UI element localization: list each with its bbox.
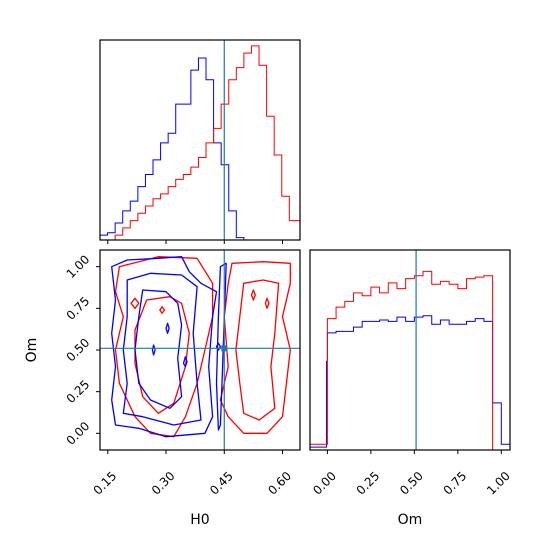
joint-x-tick-label: 0.15 <box>91 469 120 498</box>
joint-x-tick-label: 0.30 <box>149 469 178 498</box>
joint-contour-series-b <box>159 306 166 314</box>
om-hist-frame <box>309 249 511 451</box>
om-x-tick-label: 0.00 <box>310 469 339 498</box>
om-x-tick-label: 0.25 <box>354 469 383 498</box>
h0-histogram-panel <box>99 39 301 244</box>
joint-contour-series-b <box>235 279 280 421</box>
joint-contour-panel: 0.15 0.30 0.45 0.60 0.00 0.25 0.50 0.75 1.00 <box>64 249 301 498</box>
om-hist-series-a <box>309 315 511 450</box>
h0-hist-series-a <box>99 57 300 241</box>
om-x-tick-label: 1.00 <box>484 469 513 498</box>
joint-truth-marker <box>221 345 228 352</box>
y-axis-label-om: Om <box>24 338 40 363</box>
joint-contour-group <box>111 256 291 438</box>
joint-contour-series-b <box>219 261 291 434</box>
om-histogram-panel: 0.00 0.25 0.50 0.75 1.00 <box>309 249 513 498</box>
joint-y-tick-label: 1.00 <box>64 252 93 281</box>
x-axis-label-om: Om <box>398 512 423 528</box>
om-hist-series-b <box>309 270 510 451</box>
joint-contour-series-b <box>114 256 214 438</box>
joint-y-tick-label: 0.75 <box>64 294 93 323</box>
joint-y-tick-label: 0.00 <box>64 419 93 448</box>
h0-hist-series-b <box>100 45 301 241</box>
joint-contour-series-b <box>264 297 270 309</box>
joint-y-tick-label: 0.25 <box>64 377 93 406</box>
joint-contour-series-b <box>250 289 256 301</box>
joint-x-tick-label: 0.45 <box>207 469 236 498</box>
om-x-tick-label: 0.75 <box>441 469 470 498</box>
joint-contour-series-a <box>151 344 156 356</box>
joint-contour-series-a <box>111 256 218 438</box>
om-x-tick-label: 0.50 <box>397 469 426 498</box>
joint-contour-series-a <box>134 289 183 409</box>
joint-contour-series-a <box>215 262 227 431</box>
joint-x-tick-label: 0.60 <box>265 469 294 498</box>
h0-hist-frame <box>99 39 301 241</box>
joint-contour-series-b <box>130 297 140 309</box>
x-axis-label-h0: H0 <box>190 512 209 528</box>
joint-contour-series-a <box>165 322 170 334</box>
joint-contour-series-a <box>122 272 202 426</box>
joint-contour-series-a <box>182 356 188 368</box>
joint-y-tick-label: 0.50 <box>64 336 93 365</box>
